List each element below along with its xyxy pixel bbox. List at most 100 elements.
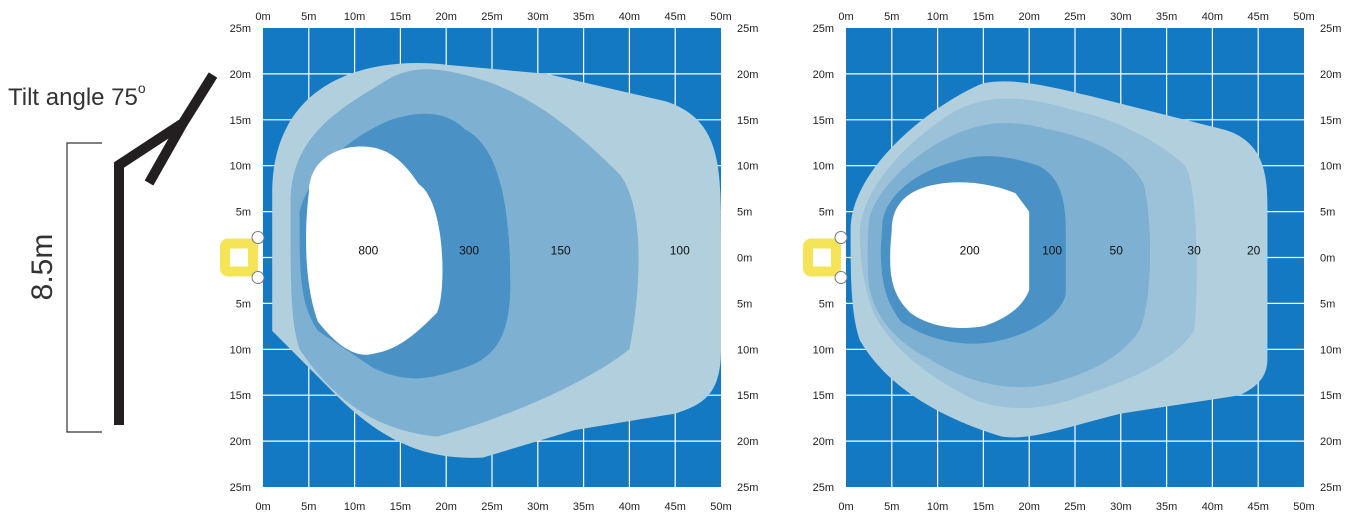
y-tick-label-left: 25m — [230, 482, 251, 494]
x-tick-label-bottom: 50m — [1293, 501, 1314, 513]
x-tick-label-top: 25m — [481, 11, 502, 23]
pole-drawing — [67, 75, 213, 432]
y-tick-label-right: 25m — [737, 482, 758, 494]
x-tick-label-top: 5m — [301, 11, 316, 23]
y-tick-label-right: 20m — [737, 69, 758, 81]
x-tick-label-bottom: 15m — [973, 501, 994, 513]
mount-point-icon — [835, 232, 847, 244]
height-dimension-bracket — [67, 143, 102, 432]
y-tick-label-right: 10m — [1320, 161, 1341, 173]
x-tick-label-bottom: 20m — [1018, 501, 1039, 513]
x-tick-label-bottom: 50m — [710, 501, 731, 513]
x-tick-label-bottom: 40m — [1202, 501, 1223, 513]
x-tick-label-top: 25m — [1064, 11, 1085, 23]
y-tick-label-right: 20m — [737, 436, 758, 448]
y-tick-label-right: 10m — [1320, 344, 1341, 356]
y-tick-label-left: 25m — [230, 23, 251, 35]
pole-icon — [119, 75, 213, 425]
y-tick-label-left: 5m — [819, 298, 834, 310]
y-tick-label-left: 20m — [230, 436, 251, 448]
isolux-value-label: 50 — [1110, 244, 1124, 258]
y-tick-label-right: 20m — [1320, 436, 1341, 448]
y-tick-label-right: 15m — [1320, 115, 1341, 127]
x-tick-label-top: 0m — [255, 11, 270, 23]
y-tick-label-left: 15m — [813, 390, 834, 402]
y-tick-label-right: 15m — [1320, 390, 1341, 402]
y-tick-label-right: 5m — [1320, 207, 1335, 219]
y-tick-label-right: 5m — [737, 298, 752, 310]
y-tick-label-right: 0m — [1320, 253, 1335, 265]
x-tick-label-bottom: 10m — [927, 501, 948, 513]
x-tick-label-top: 10m — [927, 11, 948, 23]
x-tick-label-top: 30m — [527, 11, 548, 23]
isolux-value-label: 800 — [358, 244, 378, 258]
y-tick-label-right: 0m — [737, 253, 752, 265]
mount-point-icon — [835, 272, 847, 284]
y-tick-label-left: 15m — [813, 115, 834, 127]
plot-left: 100 150 300 800 0m 0m 5m 5m 10m 10m 15m 15m 20m 20m 25… — [220, 11, 758, 513]
mount-point-icon — [252, 272, 264, 284]
y-tick-label-left: 5m — [819, 207, 834, 219]
x-tick-label-bottom: 15m — [390, 501, 411, 513]
x-tick-label-top: 35m — [1156, 11, 1177, 23]
y-tick-label-right: 15m — [737, 115, 758, 127]
x-tick-label-bottom: 45m — [664, 501, 685, 513]
tilt-angle-text: Tilt angle 75 — [8, 84, 138, 111]
x-tick-label-bottom: 25m — [481, 501, 502, 513]
x-tick-label-top: 35m — [573, 11, 594, 23]
x-tick-label-bottom: 35m — [1156, 501, 1177, 513]
x-tick-label-bottom: 0m — [255, 501, 270, 513]
y-tick-label-left: 15m — [230, 390, 251, 402]
y-tick-label-left: 25m — [813, 482, 834, 494]
y-tick-label-left: 10m — [813, 161, 834, 173]
luminaire-icon — [220, 239, 258, 277]
x-tick-label-top: 10m — [344, 11, 365, 23]
x-tick-label-top: 15m — [390, 11, 411, 23]
y-tick-label-left: 15m — [230, 115, 251, 127]
y-tick-label-left: 10m — [813, 344, 834, 356]
y-tick-label-left: 20m — [813, 69, 834, 81]
tilt-angle-label: Tilt angle 75o — [8, 84, 146, 112]
isolux-value-label: 150 — [551, 244, 571, 258]
plot-right: 20 30 50 100 200 0m 0m 5m 5m 10m 10m 15m 15m 20m 20m 25… — [803, 11, 1341, 513]
x-tick-label-top: 45m — [1247, 11, 1268, 23]
y-tick-label-right: 15m — [737, 390, 758, 402]
x-tick-label-top: 40m — [1202, 11, 1223, 23]
x-tick-label-top: 50m — [710, 11, 731, 23]
y-tick-label-left: 5m — [236, 298, 251, 310]
y-tick-label-left: 20m — [230, 69, 251, 81]
x-tick-label-top: 50m — [1293, 11, 1314, 23]
x-tick-label-top: 40m — [619, 11, 640, 23]
isolux-value-label: 300 — [459, 244, 479, 258]
x-tick-label-top: 5m — [884, 11, 899, 23]
y-tick-label-left: 20m — [813, 436, 834, 448]
x-tick-label-bottom: 30m — [1110, 501, 1131, 513]
y-tick-label-left: 10m — [230, 344, 251, 356]
y-tick-label-left: 25m — [813, 23, 834, 35]
x-tick-label-top: 0m — [838, 11, 853, 23]
x-tick-label-top: 30m — [1110, 11, 1131, 23]
isolux-value-label: 100 — [1042, 244, 1062, 258]
mount-point-icon — [252, 232, 264, 244]
y-tick-label-right: 10m — [737, 344, 758, 356]
y-tick-label-right: 20m — [1320, 69, 1341, 81]
x-tick-label-top: 20m — [435, 11, 456, 23]
y-tick-label-left: 10m — [230, 161, 251, 173]
mounting-height-label: 8.5m — [26, 222, 60, 312]
isolux-value-label: 30 — [1187, 244, 1201, 258]
x-tick-label-top: 15m — [973, 11, 994, 23]
x-tick-label-bottom: 40m — [619, 501, 640, 513]
y-tick-label-right: 25m — [1320, 482, 1341, 494]
isolux-value-label: 100 — [670, 244, 690, 258]
y-tick-label-right: 5m — [737, 207, 752, 219]
y-tick-label-right: 10m — [737, 161, 758, 173]
x-tick-label-bottom: 25m — [1064, 501, 1085, 513]
x-tick-label-top: 45m — [664, 11, 685, 23]
y-tick-label-right: 5m — [1320, 298, 1335, 310]
y-tick-label-right: 25m — [1320, 23, 1341, 35]
x-tick-label-bottom: 5m — [301, 501, 316, 513]
y-tick-label-right: 25m — [737, 23, 758, 35]
x-tick-label-bottom: 20m — [435, 501, 456, 513]
x-tick-label-top: 20m — [1018, 11, 1039, 23]
